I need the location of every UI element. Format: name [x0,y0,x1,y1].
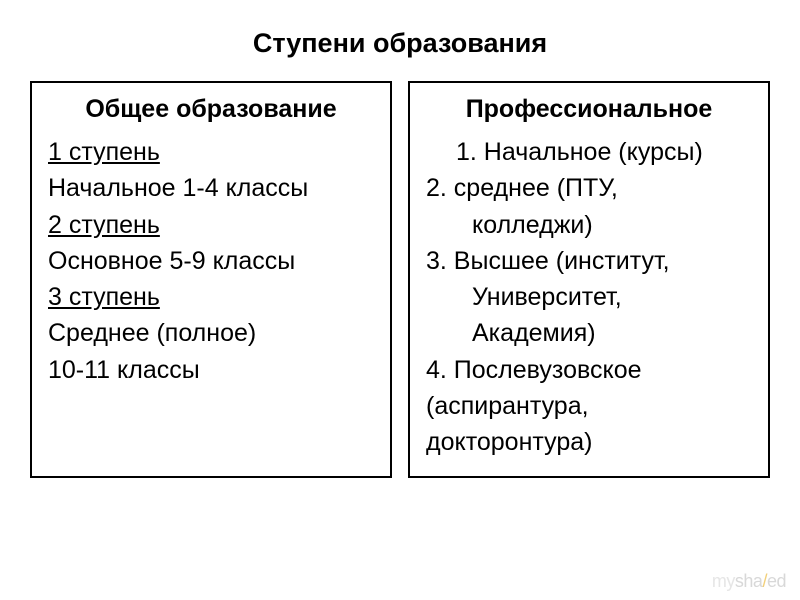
left-line: Среднее (полное) [48,315,374,351]
right-heading: Профессиональное [426,95,752,124]
left-line: 2 ступень [48,207,374,243]
left-line: Основное 5-9 классы [48,243,374,279]
right-line: Университет, [426,279,752,315]
watermark-sha: sha [735,571,763,591]
page-title: Ступени образования [30,28,770,59]
watermark-ed: ed [767,571,786,591]
right-line: (аспирантура, [426,388,752,424]
left-box: Общее образование 1 ступень Начальное 1-… [30,81,392,478]
right-line: колледжи) [426,207,752,243]
right-box: Профессиональное 1. Начальное (курсы) 2.… [408,81,770,478]
right-line: 1. Начальное (курсы) [426,134,752,170]
watermark: mysha/ed [712,571,786,592]
right-line: 4. Послевузовское [426,352,752,388]
left-line: Начальное 1-4 классы [48,170,374,206]
left-line: 1 ступень [48,134,374,170]
right-line: докторонтура) [426,424,752,460]
right-line: Академия) [426,315,752,351]
left-line: 10-11 классы [48,352,374,388]
left-heading: Общее образование [48,95,374,124]
columns-wrapper: Общее образование 1 ступень Начальное 1-… [30,81,770,478]
right-line: 3. Высшее (институт, [426,243,752,279]
watermark-my: my [712,571,735,591]
left-line: 3 ступень [48,279,374,315]
right-line: 2. среднее (ПТУ, [426,170,752,206]
